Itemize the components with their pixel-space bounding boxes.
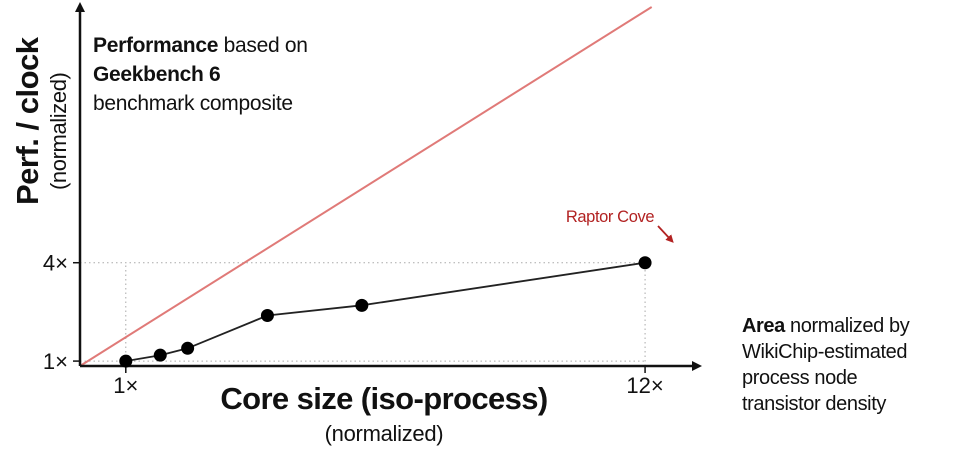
data-point [638,256,652,270]
data-point [260,309,274,323]
annotation-label: Raptor Cove [566,208,654,226]
note-line: transistor density [742,391,909,417]
note-line: process node [742,365,909,391]
y-tick-label: 1× [43,349,68,374]
y-tick-label: 4× [43,251,68,276]
note-text: Area [742,315,785,337]
x-axis-title: Core size (iso-process) [220,381,547,416]
note-line: Performance based on [93,31,308,60]
note-line: Area normalized by [742,313,910,339]
note-text: transistor density [742,393,886,415]
series-line [125,261,646,362]
data-points [119,256,652,368]
y-axis-title: Perf. / clock [10,36,45,205]
note-text: benchmark composite [93,92,293,115]
axis-ticks: 1× 12× 1× 4× [43,251,664,398]
note-text: normalized by [784,315,910,337]
note-text: Performance [93,34,219,57]
x-tick-label: 12× [626,373,663,398]
area-note: Area normalized by WikiChip-estimated proc… [742,313,910,417]
data-point [355,298,369,312]
data-point [119,354,133,368]
data-point [153,348,167,362]
note-text: WikiChip-estimated [742,341,908,363]
x-axis-subtitle: (normalized) [325,421,444,446]
note-text: process node [742,367,858,389]
note-text: based on [218,34,308,57]
note-line: WikiChip-estimated [742,339,909,365]
note-line: benchmark composite [93,89,308,118]
annotation-arrow [657,225,674,243]
note-line: Geekbench 6 [93,60,308,89]
method-note: Performance based on Geekbench 6 benchmark… [93,31,308,118]
note-text: Geekbench 6 [93,63,221,86]
reference-diagonal-line [79,6,653,367]
y-axis-subtitle: (normalized) [46,73,71,190]
data-point [181,341,195,355]
gridlines [80,262,646,366]
x-tick-label: 1× [113,373,138,398]
